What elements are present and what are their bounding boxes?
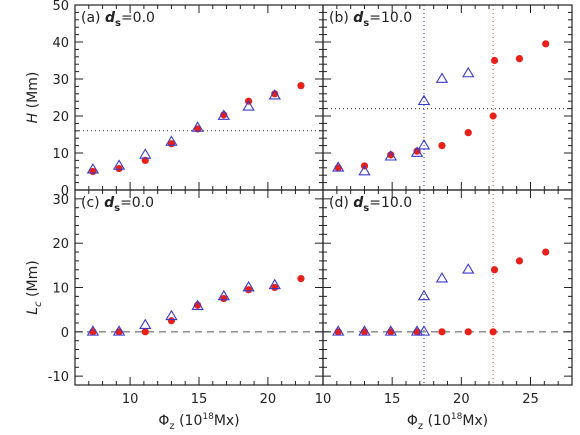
y-tick-label: 30 [52,193,69,208]
x-tick-label: 25 [522,392,539,407]
data-point-triangle [462,66,475,78]
data-point-circle [297,275,305,283]
x-tick-label: 20 [453,392,470,407]
data-point-triangle [417,139,431,150]
panel-label: (c) ds=0.0 [81,195,154,214]
data-point-circle [489,328,497,336]
data-point-circle [489,112,497,120]
data-point-circle [297,82,305,90]
data-point-triangle [191,299,204,310]
data-point-triangle [112,159,126,170]
y-tick-label: -10 [48,370,69,385]
data-point-triangle [384,325,397,336]
data-point-circle [271,90,279,98]
data-point-triangle [410,325,424,336]
panel-2: 10 15 20 -10 0 10 20 30 (c) ds=0.0 [48,189,324,407]
y-tick-label: 30 [52,73,69,88]
y-axis-title: H (Mm) [25,72,41,124]
panel-3: 10 15 20 25 (d) ds=10.0 [315,189,573,407]
data-point-triangle [417,94,431,106]
x-tick-label: 10 [122,392,139,407]
data-point-circle [438,142,446,150]
data-point-triangle [417,325,431,336]
data-point-circle [167,317,176,325]
panel-label: (d) ds=10.0 [329,195,412,214]
data-point-circle [387,151,395,159]
data-point-triangle [242,100,255,111]
data-point-triangle [217,289,230,301]
data-point-circle [515,55,524,63]
data-point-triangle [191,121,204,132]
y-tick-label: 0 [61,326,69,341]
data-point-circle [490,266,499,274]
data-point-circle [220,294,228,303]
data-point-triangle [139,318,152,330]
data-point-triangle [86,163,100,174]
data-point-triangle [139,148,152,159]
y-tick-label: 10 [52,147,69,162]
y-tick-label: 40 [52,36,69,51]
data-point-circle [334,328,342,336]
data-point-circle [115,164,123,173]
series-1 [332,66,475,176]
data-point-triangle [217,109,230,120]
panel-label: (b) ds=10.0 [329,10,412,29]
data-point-triangle [462,263,475,274]
x-tick-label: 15 [191,392,208,407]
x-axis-title: Φz (1018Mx) [158,412,239,432]
series-0 [89,275,305,336]
data-point-circle [245,286,253,294]
data-point-circle [464,328,472,336]
panel-label: (a) ds=0.0 [81,10,155,29]
x-tick-label: 15 [384,392,401,407]
data-point-triangle [268,278,281,290]
data-point-triangle [358,164,371,176]
data-point-triangle [165,309,178,321]
data-point-circle [515,257,524,265]
data-point-triangle [358,325,371,336]
axis-titles-group: H (Mm) Lc (Mm) Φz (1018Mx) Φz (1018Mx) [25,72,488,432]
y-tick-label: 50 [52,0,69,14]
data-point-circle [438,328,446,336]
y-tick-label: 10 [52,282,69,297]
y-tick-label: 20 [52,237,69,252]
data-point-circle [490,56,499,65]
y-axis-title: Lc (Mm) [25,260,44,314]
data-point-triangle [410,146,424,157]
y-tick-label: 0 [61,184,69,199]
x-tick-label: 20 [260,392,277,407]
x-tick-label: 10 [315,392,332,407]
series-1 [86,278,281,336]
data-point-circle [334,164,342,172]
data-point-triangle [417,289,431,301]
y-tick-label: 20 [52,110,69,125]
x-axis-title: Φz (1018Mx) [407,412,488,432]
data-point-circle [89,328,97,336]
data-point-circle [271,283,279,292]
data-point-triangle [112,325,126,336]
data-point-circle [542,40,550,48]
data-point-triangle [435,72,449,83]
data-point-triangle [242,280,255,292]
data-point-circle [387,328,395,336]
data-point-circle [115,328,123,336]
series-1 [332,263,475,336]
data-point-triangle [332,325,345,336]
data-point-triangle [86,325,100,336]
data-point-circle [464,129,472,137]
series-1 [86,89,281,174]
data-point-circle [141,328,149,336]
data-point-triangle [268,89,281,100]
data-point-circle [542,248,550,256]
data-point-triangle [435,272,449,283]
data-point-triangle [384,150,397,161]
data-point-triangle [332,161,345,172]
data-point-triangle [165,135,178,146]
data-point-circle [360,328,369,336]
panels-group: 0 10 20 30 40 50 (a) ds=0.0 (b) ds=10.0 10 15 20 -1… [48,0,573,407]
